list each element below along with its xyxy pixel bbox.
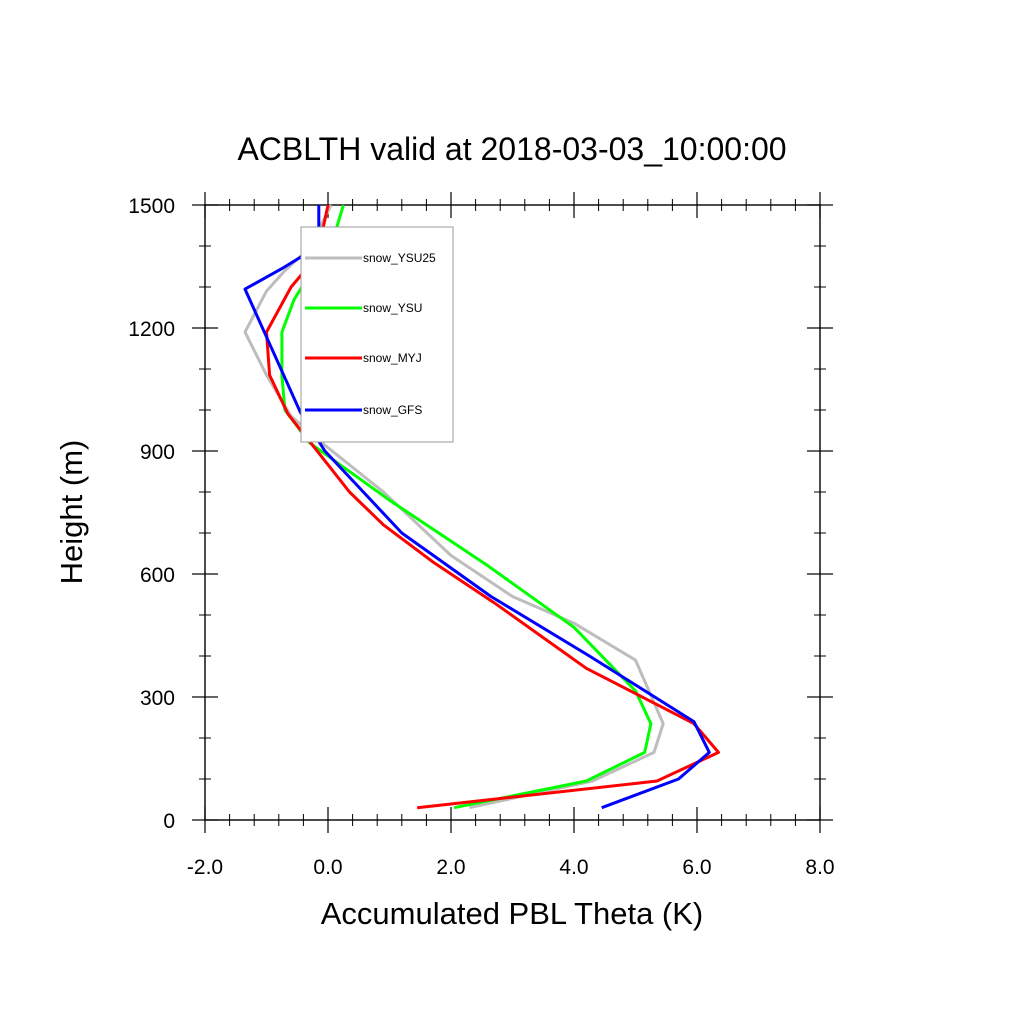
y-tick-label: 1500 [128,195,175,218]
y-tick-labels: 0 300 600 900 1200 1500 [128,195,175,833]
plot-frame [204,204,821,821]
x-tick-label: 2.0 [436,856,465,879]
series-line-snow_MYJ [265,204,720,810]
legend-label: snow_GFS [363,403,422,417]
y-tick-label: 1200 [128,318,175,341]
x-axis-label: Accumulated PBL Theta (K) [321,896,704,931]
x-tick-labels: -2.0 0.0 2.0 4.0 6.0 8.0 [187,856,835,879]
y-axis-label: Height (m) [54,440,89,585]
legend-box [300,226,454,443]
minor-ticks [199,199,826,826]
x-tick-label: -2.0 [187,856,223,879]
y-tick-label: 0 [163,810,175,833]
legend: snow_YSU25 snow_YSU snow_MYJ snow_GFS [300,226,454,443]
major-ticks [192,192,833,833]
y-tick-label: 900 [140,441,175,464]
y-tick-label: 300 [140,687,175,710]
legend-label: snow_YSU [363,301,422,315]
legend-label: snow_MYJ [363,351,422,365]
x-tick-label: 8.0 [805,856,834,879]
series-line-snow_YSU25 [243,204,665,810]
x-tick-label: 4.0 [559,856,588,879]
series-line-snow_GFS [243,205,711,810]
legend-label: snow_YSU25 [363,251,436,265]
chart-title: ACBLTH valid at 2018-03-03_10:00:00 [237,131,786,167]
x-tick-label: 6.0 [682,856,711,879]
x-tick-label: 0.0 [313,856,342,879]
y-tick-label: 600 [140,564,175,587]
